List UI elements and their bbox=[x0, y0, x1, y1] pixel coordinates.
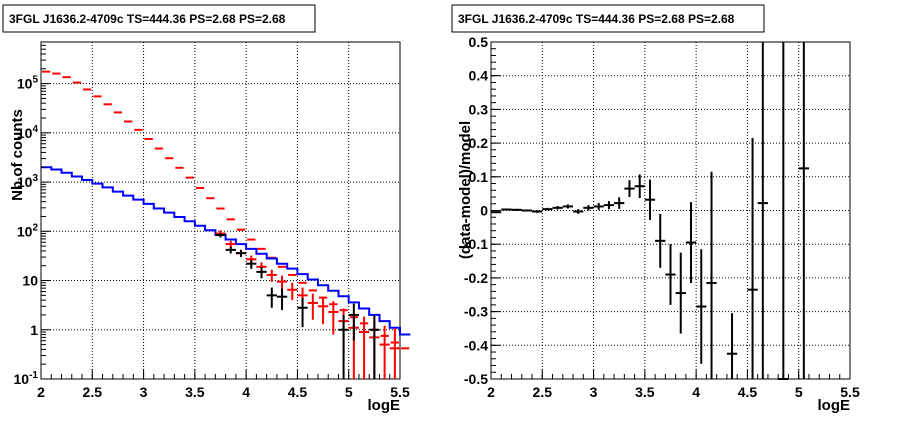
left-x-tick-label: 3 bbox=[140, 384, 148, 400]
right-x-tick-label: 2.5 bbox=[533, 384, 553, 400]
right-y-tick-label: 0 bbox=[480, 203, 488, 219]
left-panel: 3FGL J1636.2-4709c TS=444.36 PS=2.68 PS=… bbox=[2, 4, 411, 414]
left-grid bbox=[41, 42, 400, 379]
left-x-tick-label: 5.5 bbox=[390, 384, 410, 400]
right-x-tick-label: 5.5 bbox=[840, 384, 860, 400]
right-y-tick-label: -0.5 bbox=[464, 371, 488, 387]
right-x-tick-label: 3.5 bbox=[635, 384, 655, 400]
right-y-tick-label: 0.1 bbox=[469, 169, 489, 185]
left-x-tick-label: 4.5 bbox=[288, 384, 308, 400]
right-x-tick-label: 3 bbox=[590, 384, 598, 400]
right-y-tick-label: 0.3 bbox=[469, 101, 489, 117]
left-y-tick-label: 105 bbox=[17, 75, 39, 92]
right-x-tick-label: 5 bbox=[795, 384, 803, 400]
left-model-histogram-blue bbox=[41, 166, 411, 336]
left-x-tick-label: 5 bbox=[345, 384, 353, 400]
left-y-tick-label: 1 bbox=[30, 322, 38, 338]
right-y-axis-label: (data-model)/model bbox=[457, 121, 474, 259]
right-plot-frame bbox=[490, 41, 851, 380]
left-title: 3FGL J1636.2-4709c TS=444.36 PS=2.68 PS=… bbox=[9, 12, 286, 26]
right-y-tick-label: -0.1 bbox=[464, 236, 488, 252]
right-panel: 3FGL J1636.2-4709c TS=444.36 PS=2.68 PS=… bbox=[451, 4, 860, 414]
left-y-tick-label: 102 bbox=[17, 222, 39, 239]
right-title: 3FGL J1636.2-4709c TS=444.36 PS=2.68 PS=… bbox=[458, 12, 735, 26]
left-x-axis-label: logE bbox=[368, 397, 401, 414]
left-x-tick-label: 2.5 bbox=[83, 384, 103, 400]
right-title-box: 3FGL J1636.2-4709c TS=444.36 PS=2.68 PS=… bbox=[451, 4, 765, 33]
right-x-axis-label: logE bbox=[818, 397, 851, 414]
right-y-tick-label: 0.5 bbox=[469, 34, 489, 50]
right-grid bbox=[491, 42, 850, 379]
right-x-tick-label: 4.5 bbox=[738, 384, 758, 400]
right-x-tick-label: 4 bbox=[692, 384, 700, 400]
left-y-tick-label: 10 bbox=[22, 273, 38, 289]
left-plot-marks bbox=[41, 70, 411, 379]
right-x-tick-label: 2 bbox=[487, 384, 495, 400]
right-y-tick-label: -0.2 bbox=[464, 270, 488, 286]
right-plot-marks bbox=[491, 42, 809, 380]
right-y-tick-label: -0.3 bbox=[464, 304, 488, 320]
left-y-axis-label: Nb of counts bbox=[9, 109, 26, 201]
left-y-tick-label: 10-1 bbox=[14, 370, 39, 387]
left-x-tick-label: 4 bbox=[242, 384, 250, 400]
right-axes: 2 2.5 3 3.5 4 4.5 5 5.5 -0.5 -0.4 -0.3 -0.2 -0.1 0 0.1… bbox=[464, 34, 860, 400]
left-x-tick-label: 3.5 bbox=[185, 384, 205, 400]
left-title-box: 3FGL J1636.2-4709c TS=444.36 PS=2.68 PS=… bbox=[2, 4, 316, 33]
right-y-tick-label: 0.2 bbox=[469, 135, 489, 151]
left-x-tick-label: 2 bbox=[37, 384, 45, 400]
right-y-tick-label: -0.4 bbox=[464, 337, 488, 353]
left-plot-frame bbox=[40, 41, 401, 380]
right-y-tick-label: 0.4 bbox=[469, 68, 489, 84]
